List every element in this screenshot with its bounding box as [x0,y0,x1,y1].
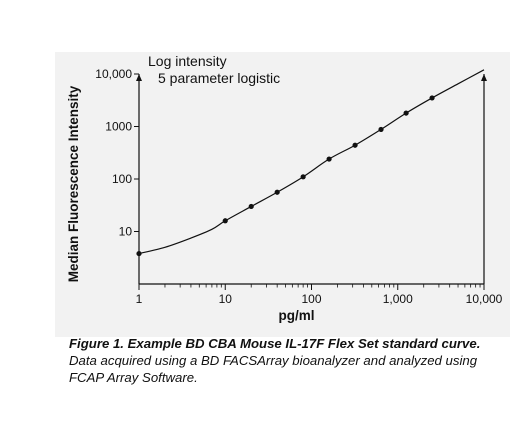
data-point [352,142,358,148]
standard-curve-chart: 1 10 100 1,000 10,000 10 100 1000 10,000 pg/ml Med… [66,53,503,323]
x-tick-label: 10 [219,292,233,306]
x-tick-label: 1 [136,292,143,306]
data-point [378,126,384,133]
y-axis-arrow [136,74,142,81]
figure-caption: Figure 1. Example BD CBA Mouse IL-17F Fl… [69,335,509,386]
right-axis-arrow [481,74,487,81]
y-tick-label: 10,000 [95,67,132,81]
data-point [300,174,306,180]
data-point [248,203,254,210]
chart-annotation: Log intensity [148,53,227,69]
data-point [274,189,280,195]
axes [134,73,487,290]
y-tick-label: 10 [119,225,133,239]
data-point [403,110,409,116]
y-axis-title: Median Fluorescence Intensity [66,85,81,282]
chart-annotation: 5 parameter logistic [158,70,280,86]
y-tick-label: 1000 [105,120,132,134]
x-tick-label: 100 [301,292,321,306]
data-point [222,218,228,224]
data-point [326,156,332,162]
data-point [429,95,435,101]
text-layer: 1 10 100 1,000 10,000 10 100 1000 10,000 pg/ml Med… [66,53,503,323]
x-tick-label: 10,000 [466,292,503,306]
chart-panel: 1 10 100 1,000 10,000 10 100 1000 10,000 pg/ml Med… [55,52,510,337]
points-layer [136,95,435,257]
caption-bold: Figure 1. Example BD CBA Mouse IL-17F Fl… [69,336,481,351]
x-axis-title: pg/ml [279,308,315,323]
x-tick-label: 1,000 [383,292,413,306]
y-tick-label: 100 [112,172,132,186]
caption-text: Data acquired using a BD FACSArray bioan… [69,353,478,385]
data-point [136,250,142,257]
